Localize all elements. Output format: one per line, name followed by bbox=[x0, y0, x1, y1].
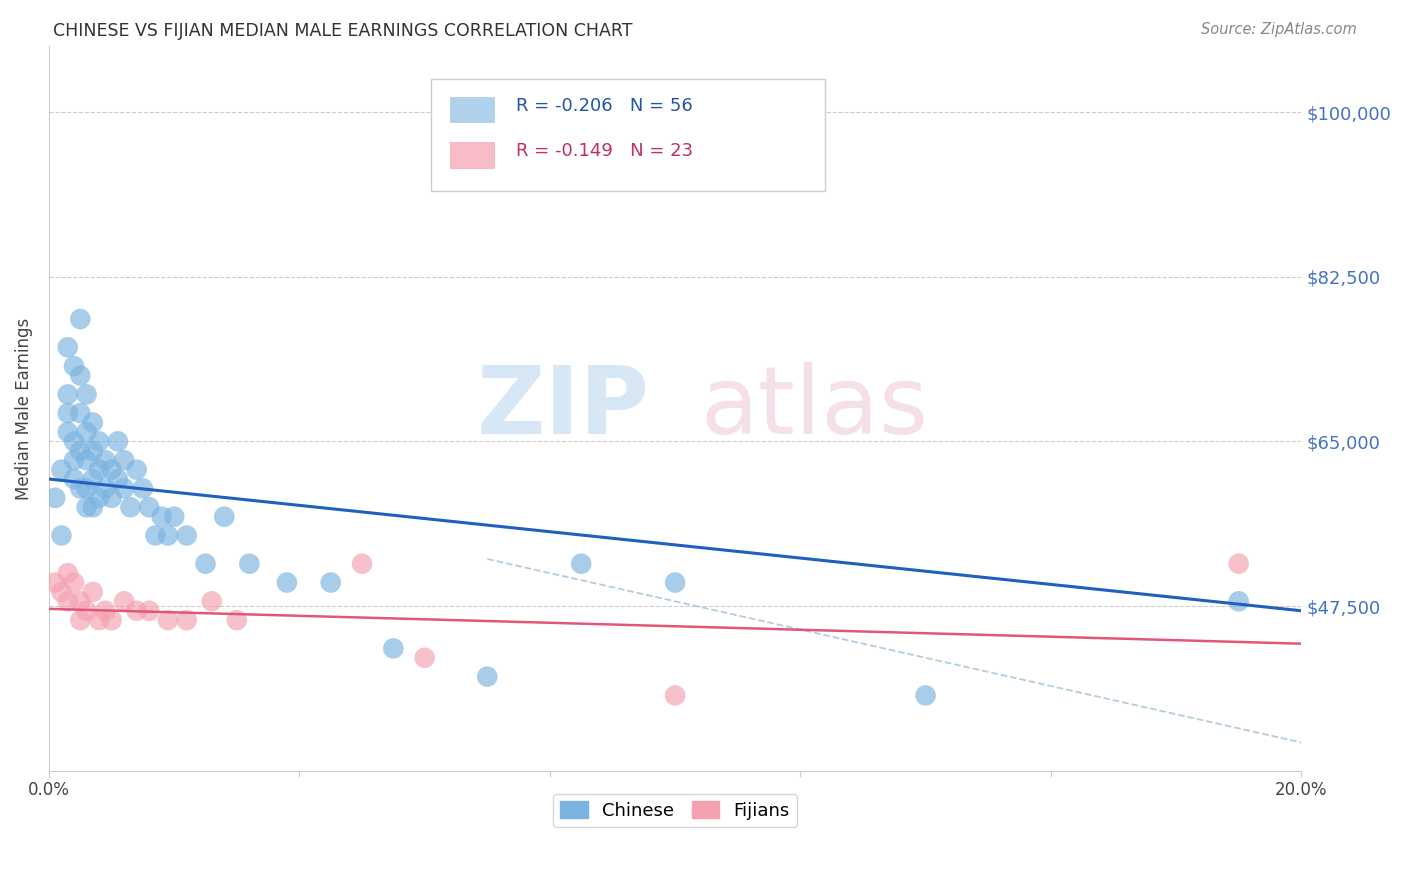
Point bbox=[176, 613, 198, 627]
Point bbox=[176, 528, 198, 542]
Point bbox=[914, 689, 936, 703]
Point bbox=[276, 575, 298, 590]
Text: R = -0.149   N = 23: R = -0.149 N = 23 bbox=[516, 142, 693, 161]
Point bbox=[238, 557, 260, 571]
Point bbox=[69, 368, 91, 383]
Point bbox=[82, 443, 104, 458]
Point bbox=[69, 312, 91, 326]
Point bbox=[100, 491, 122, 505]
Point bbox=[477, 670, 499, 684]
Point bbox=[163, 509, 186, 524]
Text: ZIP: ZIP bbox=[477, 362, 650, 454]
Point bbox=[569, 557, 592, 571]
Point bbox=[132, 482, 155, 496]
Point bbox=[56, 594, 79, 608]
Point bbox=[94, 453, 117, 467]
FancyBboxPatch shape bbox=[450, 142, 494, 168]
Point bbox=[44, 575, 66, 590]
Point bbox=[44, 491, 66, 505]
Point bbox=[63, 472, 86, 486]
Point bbox=[51, 528, 73, 542]
Point bbox=[76, 604, 98, 618]
Point bbox=[94, 482, 117, 496]
Point bbox=[56, 406, 79, 420]
Point bbox=[76, 482, 98, 496]
Y-axis label: Median Male Earnings: Median Male Earnings bbox=[15, 318, 32, 500]
Point bbox=[56, 340, 79, 354]
Point bbox=[82, 500, 104, 515]
Point bbox=[120, 500, 142, 515]
Point bbox=[76, 453, 98, 467]
Point bbox=[150, 509, 173, 524]
Point bbox=[76, 500, 98, 515]
Point bbox=[156, 613, 179, 627]
Point bbox=[87, 434, 110, 449]
Point bbox=[69, 594, 91, 608]
Point bbox=[156, 528, 179, 542]
Point bbox=[82, 416, 104, 430]
Point bbox=[51, 462, 73, 476]
Point bbox=[69, 613, 91, 627]
Text: CHINESE VS FIJIAN MEDIAN MALE EARNINGS CORRELATION CHART: CHINESE VS FIJIAN MEDIAN MALE EARNINGS C… bbox=[53, 22, 633, 40]
Point bbox=[56, 387, 79, 401]
Point bbox=[107, 434, 129, 449]
Point bbox=[1227, 557, 1250, 571]
Point bbox=[100, 462, 122, 476]
Point bbox=[82, 472, 104, 486]
Point bbox=[63, 453, 86, 467]
Legend: Chinese, Fijians: Chinese, Fijians bbox=[553, 794, 797, 827]
Point bbox=[194, 557, 217, 571]
Point bbox=[107, 472, 129, 486]
Point bbox=[87, 462, 110, 476]
Point bbox=[664, 689, 686, 703]
Point bbox=[94, 604, 117, 618]
Point bbox=[664, 575, 686, 590]
Point bbox=[112, 594, 135, 608]
Text: atlas: atlas bbox=[700, 362, 928, 454]
Point bbox=[201, 594, 224, 608]
FancyBboxPatch shape bbox=[430, 78, 825, 191]
Point bbox=[76, 425, 98, 439]
Point bbox=[112, 482, 135, 496]
Point bbox=[382, 641, 405, 656]
Point bbox=[51, 585, 73, 599]
Point bbox=[125, 462, 148, 476]
Point bbox=[63, 575, 86, 590]
Point bbox=[87, 613, 110, 627]
Point bbox=[138, 604, 160, 618]
Point bbox=[87, 491, 110, 505]
Point bbox=[1227, 594, 1250, 608]
Point bbox=[56, 566, 79, 580]
Point bbox=[125, 604, 148, 618]
Point bbox=[413, 650, 436, 665]
Text: Source: ZipAtlas.com: Source: ZipAtlas.com bbox=[1201, 22, 1357, 37]
Point bbox=[69, 406, 91, 420]
Point bbox=[63, 359, 86, 373]
Point bbox=[145, 528, 167, 542]
Text: R = -0.206   N = 56: R = -0.206 N = 56 bbox=[516, 96, 693, 115]
Point bbox=[100, 613, 122, 627]
Point bbox=[138, 500, 160, 515]
Point bbox=[82, 585, 104, 599]
Point bbox=[69, 482, 91, 496]
Point bbox=[76, 387, 98, 401]
Point bbox=[63, 434, 86, 449]
Point bbox=[352, 557, 374, 571]
Point bbox=[69, 443, 91, 458]
Point bbox=[319, 575, 342, 590]
Point bbox=[225, 613, 247, 627]
Point bbox=[112, 453, 135, 467]
FancyBboxPatch shape bbox=[450, 96, 494, 122]
Point bbox=[56, 425, 79, 439]
Point bbox=[214, 509, 236, 524]
